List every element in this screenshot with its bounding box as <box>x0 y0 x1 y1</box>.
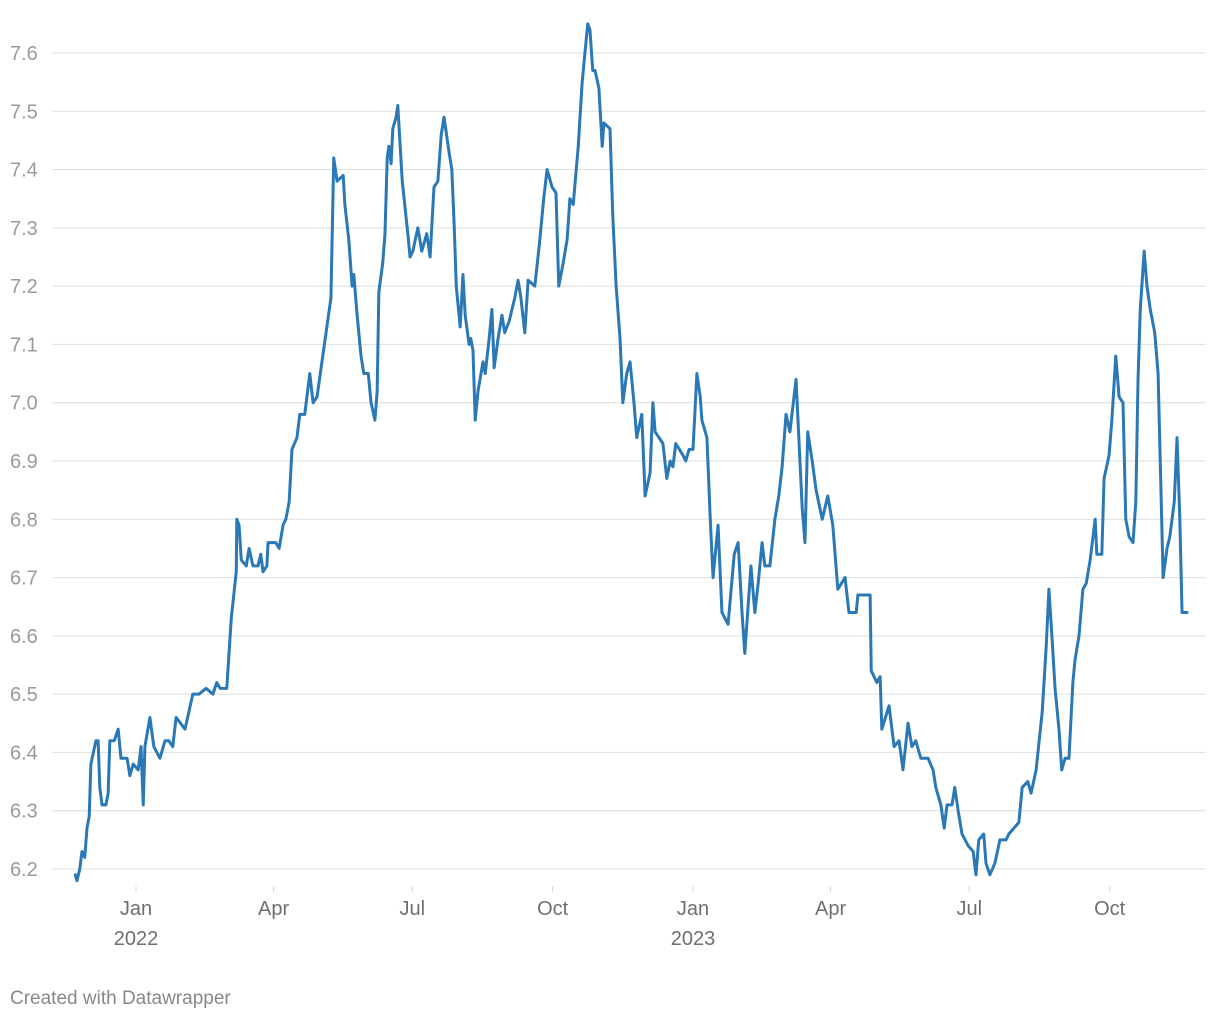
x-tick-label: Jul <box>956 898 982 920</box>
x-tick-label: Oct <box>1094 898 1126 920</box>
y-tick-label: 7.0 <box>10 393 38 415</box>
y-tick-label: 6.6 <box>10 626 38 648</box>
y-tick-label: 6.8 <box>10 509 38 531</box>
y-tick-label: 6.4 <box>10 742 38 764</box>
x-tick-label: Jan <box>120 898 152 920</box>
y-tick-label: 6.7 <box>10 568 38 590</box>
y-tick-label: 7.5 <box>10 101 38 123</box>
x-tick-label: Apr <box>815 898 846 920</box>
credit: Created with Datawrapper <box>10 988 231 1009</box>
y-tick-label: 7.4 <box>10 160 38 182</box>
y-tick-label: 6.2 <box>10 859 38 881</box>
x-tick-label: Apr <box>258 898 289 920</box>
y-tick-label: 6.5 <box>10 684 38 706</box>
y-tick-label: 7.2 <box>10 276 38 298</box>
x-tick-year: 2022 <box>114 928 159 950</box>
y-tick-label: 6.3 <box>10 801 38 823</box>
y-tick-label: 6.9 <box>10 451 38 473</box>
x-tick-label: Jan <box>677 898 709 920</box>
y-tick-label: 7.3 <box>10 218 38 240</box>
y-tick-label: 7.1 <box>10 334 38 356</box>
x-tick-label: Oct <box>537 898 569 920</box>
x-tick-year: 2023 <box>671 928 716 950</box>
x-tick-label: Jul <box>399 898 425 920</box>
y-tick-label: 7.6 <box>10 43 38 65</box>
data-line <box>73 22 1189 883</box>
